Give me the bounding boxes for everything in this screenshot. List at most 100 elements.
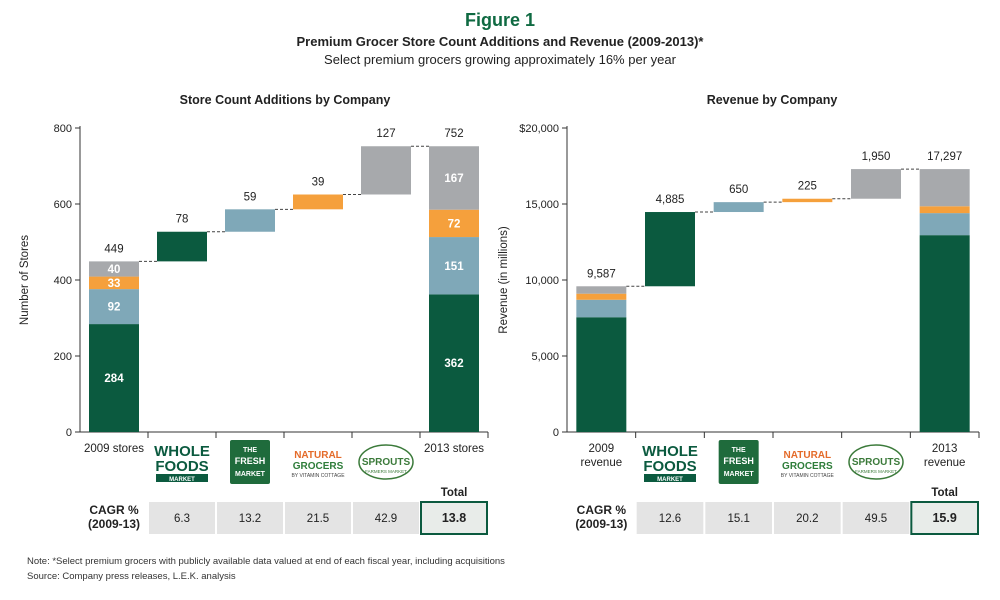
y-tick-label: 15,000	[525, 199, 559, 211]
revenue-chart: 0 5,000 10,000 15,000 $20,000 Revenue (in mil…	[498, 123, 980, 535]
end-segment-label: 72	[448, 218, 461, 230]
start-bar-segment	[576, 293, 627, 300]
fresh-market-logo-text: THE	[243, 447, 257, 454]
increment-bar	[293, 194, 343, 210]
cagr-label: CAGR %	[577, 503, 627, 517]
natural-grocers-logo-text: GROCERS	[293, 461, 344, 472]
figure-title: Premium Grocer Store Count Additions and…	[296, 34, 704, 49]
store-count-chart: 0 200 400 600 800 Number of Stores 284 92 33 40 44…	[19, 123, 489, 535]
y-axis-label: Revenue (in millions)	[498, 226, 510, 334]
increment-bar	[713, 202, 764, 213]
cagr-value: 20.2	[796, 513, 818, 525]
y-tick-label: $20,000	[519, 123, 559, 135]
end-bar-segment	[919, 213, 970, 236]
start-bar-segment	[89, 289, 139, 325]
whole-foods-logo-text: MARKET	[657, 477, 683, 483]
cagr-total-value: 15.9	[932, 511, 956, 525]
y-tick-label: 5,000	[531, 351, 559, 363]
x-category-label: 2013 stores	[424, 443, 484, 455]
y-tick-label: 10,000	[525, 275, 559, 287]
end-bar-segment	[429, 209, 479, 238]
cagr-total-cell	[420, 501, 488, 535]
cagr-total-cell	[910, 501, 980, 535]
end-bar-segment	[429, 237, 479, 295]
fresh-market-logo: THE FRESH MARKET	[230, 440, 270, 484]
fresh-market-logo-text: FRESH	[723, 456, 754, 466]
whole-foods-logo-text: FOODS	[155, 458, 208, 475]
cagr-total-value: 13.8	[442, 511, 466, 525]
figure-label: Figure 1	[464, 10, 535, 30]
increment-bar	[645, 212, 695, 287]
increment-bar	[225, 209, 275, 232]
sprouts-logo-text: SPROUTS	[362, 457, 411, 468]
y-tick-label: 0	[66, 427, 72, 439]
increment-label: 39	[312, 177, 325, 189]
start-segment-label: 40	[108, 264, 121, 276]
increment-label: 78	[176, 214, 189, 226]
increment-bar	[361, 146, 411, 195]
start-total-label: 9,587	[587, 268, 616, 280]
end-segment-label: 362	[444, 358, 463, 370]
cagr-cell	[353, 502, 419, 534]
natural-grocers-logo-text: GROCERS	[782, 461, 833, 472]
cagr-cell	[705, 502, 772, 534]
start-bar-segment	[89, 261, 139, 277]
increment-label: 650	[729, 184, 748, 196]
end-bar-segment	[429, 294, 479, 432]
end-segment-label: 151	[444, 261, 464, 273]
cagr-cell	[774, 502, 841, 534]
increment-bar	[782, 198, 833, 203]
x-category-label: revenue	[581, 457, 623, 469]
whole-foods-logo-band	[644, 474, 696, 482]
natural-grocers-logo-text: BY VITAMIN COTTAGE	[291, 473, 345, 479]
fresh-market-logo-box	[718, 440, 759, 484]
whole-foods-logo-text: WHOLE	[642, 443, 698, 460]
y-tick-label: 600	[54, 199, 72, 211]
fresh-market-logo-text: MARKET	[724, 471, 755, 478]
increment-label: 225	[798, 181, 817, 193]
natural-grocers-logo-text: NATURAL	[784, 450, 832, 461]
start-bar-segment	[576, 286, 627, 294]
cagr-value: 6.3	[174, 513, 190, 525]
fresh-market-logo-text: MARKET	[235, 471, 266, 478]
x-category-label: 2013	[932, 443, 958, 455]
fresh-market-logo-text: FRESH	[235, 456, 266, 466]
whole-foods-logo-text: MARKET	[169, 477, 195, 483]
cagr-value: 21.5	[307, 513, 329, 525]
cagr-cell	[285, 502, 351, 534]
sprouts-logo-text: SPROUTS	[852, 457, 901, 468]
x-category-label: 2009 stores	[84, 443, 144, 455]
increment-label: 1,950	[862, 151, 891, 163]
cagr-cell	[217, 502, 283, 534]
end-bar-segment	[429, 146, 479, 210]
start-total-label: 449	[104, 243, 123, 255]
figure-subtitle: Select premium grocers growing approxima…	[324, 52, 676, 67]
cagr-cell	[149, 502, 215, 534]
increment-bar	[851, 169, 901, 199]
y-tick-label: 400	[54, 275, 72, 287]
cagr-total-header: Total	[931, 487, 958, 499]
y-axis-label: Number of Stores	[19, 235, 31, 325]
cagr-value: 12.6	[659, 513, 681, 525]
cagr-label: (2009-13)	[575, 517, 627, 531]
sprouts-logo-text: FARMERS MARKET	[365, 469, 407, 474]
start-bar-segment	[89, 324, 139, 432]
start-bar-segment	[576, 317, 627, 432]
sprouts-logo-oval	[848, 444, 904, 480]
x-category-label: revenue	[924, 457, 966, 469]
cagr-label: CAGR %	[89, 503, 139, 517]
fresh-market-logo-text: THE	[732, 447, 746, 454]
y-tick-label: 800	[54, 123, 72, 135]
fresh-market-logo-box	[230, 440, 270, 484]
cagr-cell	[842, 502, 910, 534]
cagr-value: 15.1	[727, 513, 749, 525]
natural-grocers-logo-text: BY VITAMIN COTTAGE	[781, 473, 835, 479]
whole-foods-logo-text: FOODS	[643, 458, 696, 475]
increment-label: 127	[376, 128, 395, 140]
